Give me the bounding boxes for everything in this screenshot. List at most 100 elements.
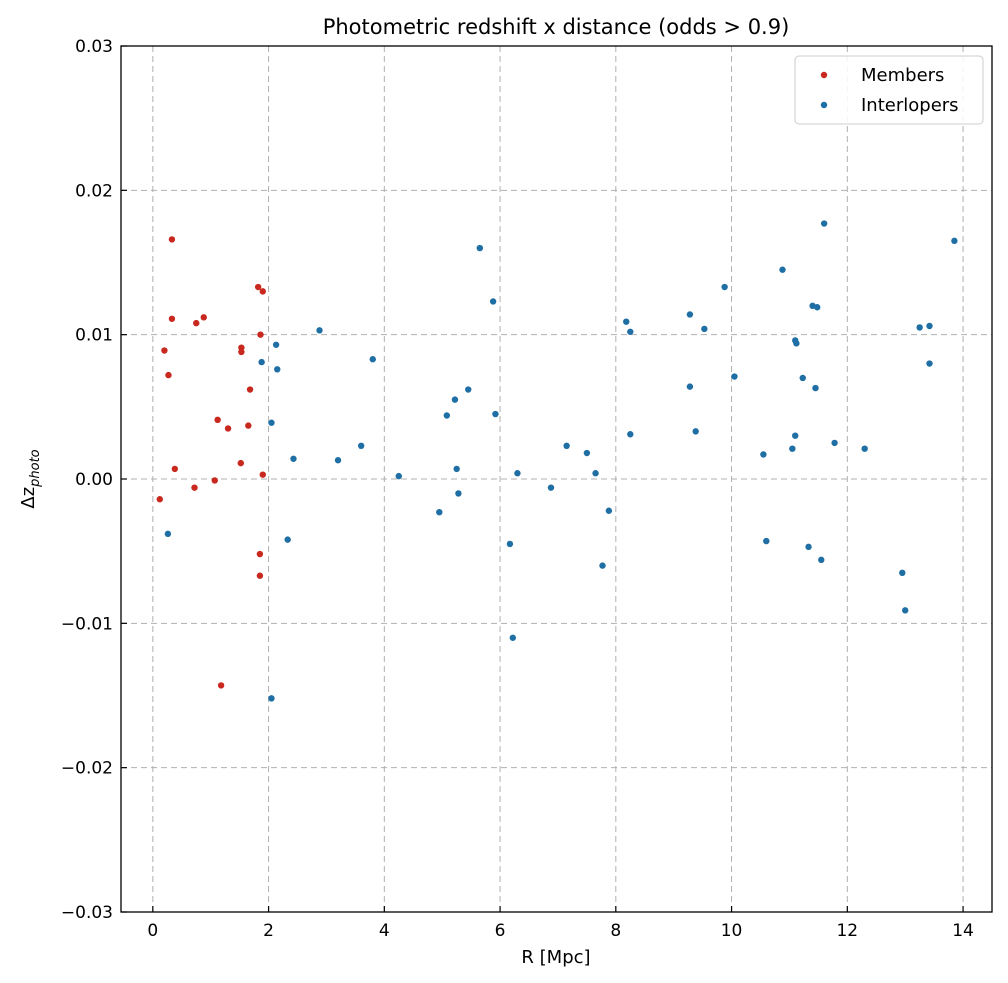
y-tick-label: −0.03: [61, 903, 113, 923]
point-interlopers: [284, 536, 291, 543]
y-axis-label-sub: photo: [28, 449, 43, 488]
legend-label-interlopers: Interlopers: [861, 95, 959, 116]
point-interlopers: [926, 360, 933, 367]
point-interlopers: [605, 507, 613, 514]
point-interlopers: [899, 569, 906, 577]
point-interlopers: [547, 484, 555, 491]
x-tick-label: 6: [495, 921, 506, 941]
point-interlopers: [164, 530, 172, 538]
point-members: [193, 319, 200, 327]
point-interlopers: [334, 457, 342, 464]
point-interlopers: [436, 508, 443, 516]
point-interlopers: [509, 634, 517, 641]
point-interlopers: [592, 470, 599, 477]
point-members: [256, 550, 264, 558]
x-tick-label: 8: [610, 921, 621, 941]
y-tick-label: 0.03: [75, 37, 113, 57]
point-interlopers: [721, 283, 728, 291]
point-interlopers: [268, 419, 275, 426]
point-interlopers: [627, 431, 634, 438]
point-interlopers: [814, 304, 821, 311]
point-members: [259, 288, 266, 295]
point-interlopers: [451, 396, 459, 403]
plot-frame: [120, 45, 993, 913]
y-axis-label: Δzphoto: [18, 449, 43, 508]
point-interlopers: [951, 237, 958, 245]
x-tick-label: 0: [147, 921, 158, 941]
point-interlopers: [476, 244, 484, 252]
point-members: [171, 465, 179, 473]
point-interlopers: [489, 298, 497, 305]
y-tick-label: −0.01: [61, 614, 113, 634]
point-members: [224, 425, 232, 432]
point-interlopers: [453, 465, 460, 473]
legend: Members Interlopers: [794, 55, 984, 125]
x-tick-label: 10: [721, 921, 743, 941]
point-interlopers: [465, 386, 472, 393]
legend-box: [794, 55, 984, 125]
point-interlopers: [926, 322, 933, 330]
point-interlopers: [316, 327, 323, 334]
point-members: [214, 416, 221, 424]
point-members: [259, 471, 266, 478]
chart-title: Photometric redshift x distance (odds > …: [323, 15, 790, 39]
x-tick-label: 12: [836, 921, 858, 941]
point-members: [246, 386, 254, 393]
point-interlopers: [760, 451, 767, 458]
y-axis-label-main: Δz: [18, 487, 39, 509]
point-members: [217, 682, 225, 689]
point-interlopers: [506, 540, 514, 548]
point-interlopers: [627, 328, 634, 335]
point-interlopers: [455, 490, 462, 497]
point-members: [161, 347, 168, 354]
legend-label-members: Members: [861, 65, 944, 86]
point-members: [245, 422, 252, 429]
x-tick-label: 2: [263, 921, 274, 941]
point-interlopers: [443, 412, 451, 419]
point-interlopers: [274, 366, 281, 373]
point-interlopers: [831, 439, 838, 447]
data-points: [156, 220, 958, 702]
point-interlopers: [861, 445, 868, 452]
point-members: [156, 496, 163, 503]
point-interlopers: [805, 543, 812, 551]
point-interlopers: [268, 695, 275, 702]
point-interlopers: [686, 311, 694, 318]
point-interlopers: [623, 318, 630, 325]
point-interlopers: [799, 374, 806, 382]
point-interlopers: [369, 356, 376, 363]
point-members: [191, 484, 198, 491]
x-axis-label: R [Mpc]: [521, 947, 590, 968]
y-tick-label: 0.01: [75, 326, 113, 346]
y-tick-label: 0.00: [75, 470, 113, 490]
point-interlopers: [779, 266, 786, 273]
x-tick-label: 4: [379, 921, 390, 941]
point-members: [168, 315, 176, 322]
grid-lines: [121, 46, 992, 912]
axis-ticks: 0 2 4 6 8 10 12 14 −0.03 −0.02 −0.01 0.00 0.01 0.02 0.…: [61, 37, 974, 941]
point-members: [257, 331, 264, 338]
point-members: [256, 572, 264, 579]
point-interlopers: [818, 556, 825, 564]
x-tick-label: 14: [952, 921, 974, 941]
point-interlopers: [692, 428, 699, 435]
point-interlopers: [686, 383, 694, 390]
point-interlopers: [514, 470, 521, 477]
point-members: [168, 236, 176, 243]
point-interlopers: [583, 449, 591, 457]
point-members: [200, 314, 207, 321]
point-interlopers: [357, 442, 365, 450]
point-interlopers: [395, 472, 402, 480]
point-members: [237, 459, 244, 467]
point-interlopers: [812, 384, 819, 392]
y-tick-label: −0.02: [61, 759, 113, 779]
point-interlopers: [492, 410, 499, 418]
y-tick-label: 0.02: [75, 181, 113, 201]
point-interlopers: [701, 325, 708, 333]
point-interlopers: [916, 324, 923, 331]
point-interlopers: [258, 358, 265, 366]
point-members: [254, 283, 262, 291]
legend-marker-members: [820, 71, 828, 79]
point-interlopers: [792, 432, 799, 439]
